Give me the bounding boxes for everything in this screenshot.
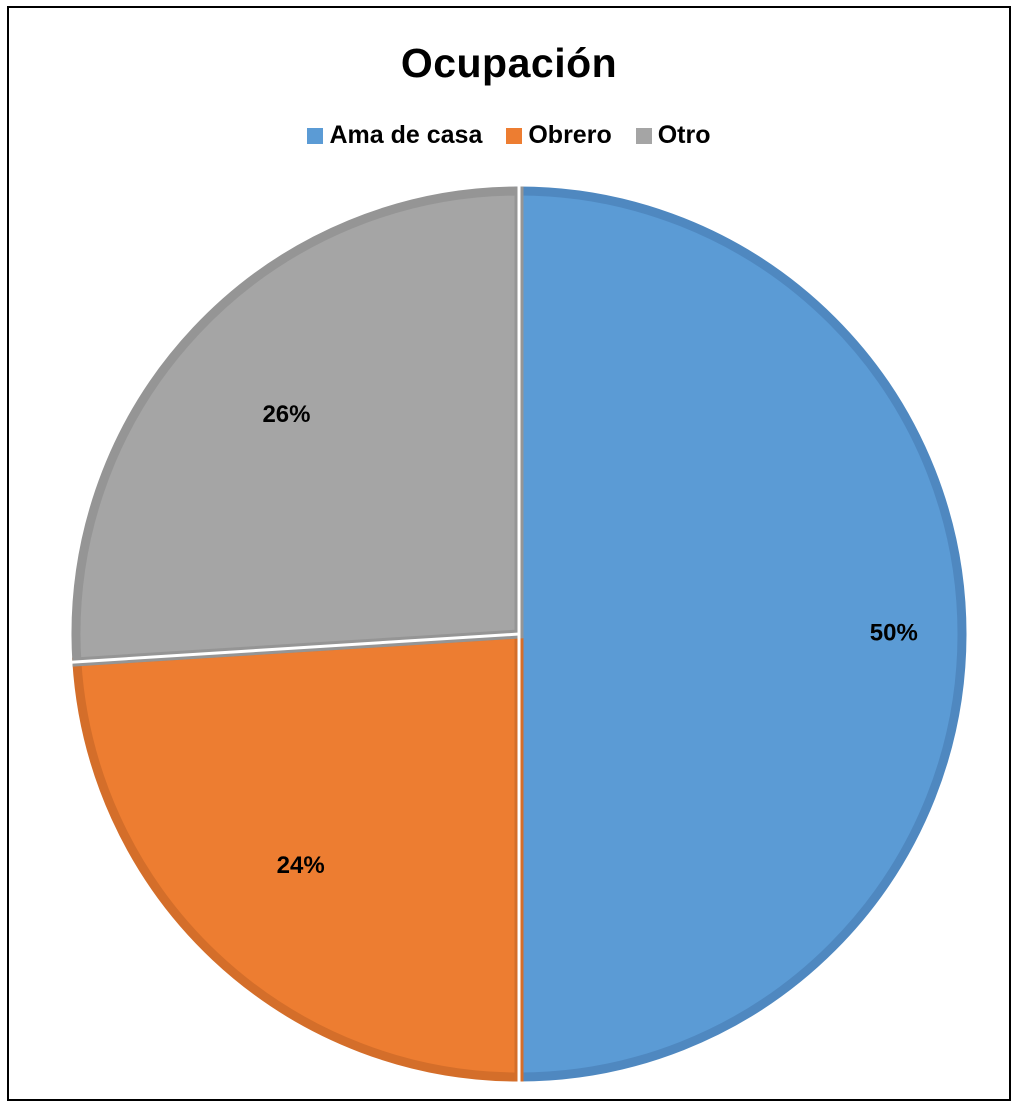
legend-item-ama-de-casa: Ama de casa bbox=[307, 121, 482, 150]
legend-label-ama-de-casa: Ama de casa bbox=[329, 121, 483, 149]
pie-slice-ama-de-casa bbox=[514, 186, 967, 1082]
legend-label-obrero: Obrero bbox=[528, 121, 612, 149]
legend-swatch-obrero bbox=[506, 127, 523, 144]
pie-slice-otro bbox=[71, 186, 524, 667]
data-label-obrero: 24% bbox=[277, 852, 325, 879]
legend-swatch-ama-de-casa bbox=[307, 127, 324, 144]
legend-item-otro: Otro bbox=[635, 121, 711, 150]
legend-label-otro: Otro bbox=[657, 121, 711, 149]
slice-separator bbox=[70, 632, 520, 664]
pie-slice-obrero bbox=[72, 629, 524, 1082]
data-label-otro: 26% bbox=[262, 401, 310, 428]
pie-chart: 50% 24% 26% bbox=[70, 185, 967, 1083]
legend-swatch-otro bbox=[635, 127, 652, 144]
chart-frame: Ocupación Ama de casa Obrero Otro 50% 24%… bbox=[7, 6, 1011, 1101]
legend-item-obrero: Obrero bbox=[506, 121, 612, 150]
data-label-ama-de-casa: 50% bbox=[870, 619, 918, 646]
chart-legend: Ama de casa Obrero Otro bbox=[9, 121, 1009, 150]
chart-title: Ocupación bbox=[400, 40, 618, 86]
